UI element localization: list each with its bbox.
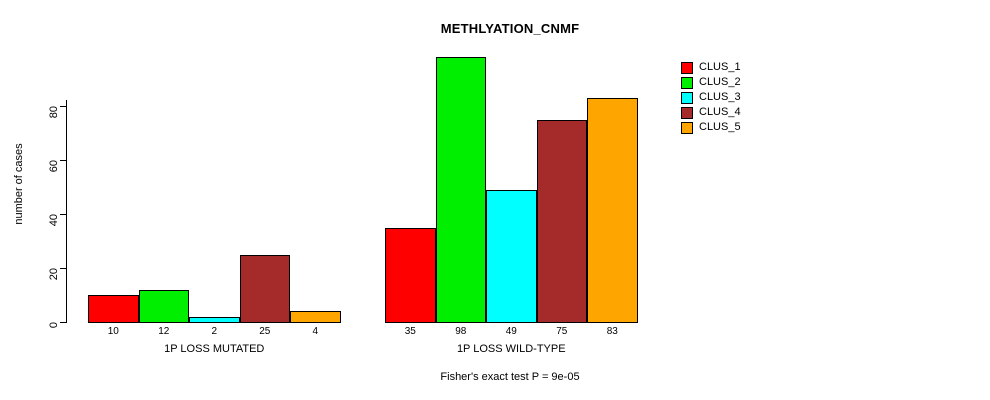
bar-value-label: 12 — [158, 326, 170, 337]
y-axis-line — [66, 100, 67, 323]
bar-value-label: 2 — [211, 326, 218, 337]
chart-legend: CLUS_1 CLUS_2 CLUS_3 CLUS_4 CLUS_5 — [681, 60, 741, 135]
bar-value-label: 25 — [259, 326, 271, 337]
y-axis-tick-label-text: 80 — [48, 106, 60, 119]
legend-item: CLUS_4 — [681, 105, 741, 120]
y-axis-tick — [60, 160, 67, 161]
legend-item-label: CLUS_4 — [699, 106, 741, 118]
y-axis-tick-label: 0 — [10, 316, 60, 328]
bar — [290, 311, 341, 323]
legend-item-label: CLUS_1 — [699, 61, 741, 73]
bar-value-label: 35 — [404, 326, 416, 337]
bar — [486, 189, 537, 323]
y-axis-tick-label-text: 60 — [48, 160, 60, 173]
y-axis-tick — [60, 268, 67, 269]
y-axis-tick — [60, 214, 67, 215]
bar — [536, 119, 587, 323]
legend-color-swatch — [681, 76, 693, 89]
bar-value-label: 4 — [312, 326, 319, 337]
y-axis-tick — [60, 322, 67, 323]
legend-color-swatch — [681, 61, 693, 74]
y-axis-tick-label-text: 0 — [48, 322, 60, 329]
bar-value-label: 98 — [455, 326, 467, 337]
legend-item-label: CLUS_3 — [699, 91, 741, 103]
y-axis-tick-label-text: 40 — [48, 214, 60, 227]
bar-value-label: 10 — [107, 326, 119, 337]
legend-color-swatch — [681, 106, 693, 119]
legend-color-swatch — [681, 91, 693, 104]
legend-item-label: CLUS_2 — [699, 76, 741, 88]
y-axis-tick — [60, 106, 67, 107]
y-axis-tick-label: 20 — [10, 262, 60, 280]
bar — [435, 57, 486, 323]
bar — [88, 295, 139, 323]
bar — [239, 254, 290, 323]
bar-value-label: 49 — [505, 326, 517, 337]
bar — [138, 289, 189, 323]
x-axis-group-label: 1P LOSS MUTATED — [164, 343, 265, 355]
legend-item: CLUS_5 — [681, 120, 741, 135]
x-axis-group-label: 1P LOSS WILD-TYPE — [456, 343, 566, 355]
bar-value-label: 83 — [606, 326, 618, 337]
legend-item: CLUS_1 — [681, 60, 741, 75]
legend-item: CLUS_3 — [681, 90, 741, 105]
bar — [385, 227, 436, 323]
y-axis-title: number of cases — [13, 143, 25, 225]
chart-footnote: Fisher's exact test P = 9e-05 — [440, 371, 580, 383]
legend-item: CLUS_2 — [681, 75, 741, 90]
y-axis-tick-label-text: 20 — [48, 268, 60, 281]
bar — [587, 97, 638, 323]
legend-item-label: CLUS_5 — [699, 121, 741, 133]
legend-color-swatch — [681, 121, 693, 134]
bar-value-label: 75 — [556, 326, 568, 337]
bar — [189, 316, 240, 323]
chart-title: METHLYATION_CNMF — [440, 21, 580, 36]
y-axis-tick-label: 80 — [10, 100, 60, 118]
